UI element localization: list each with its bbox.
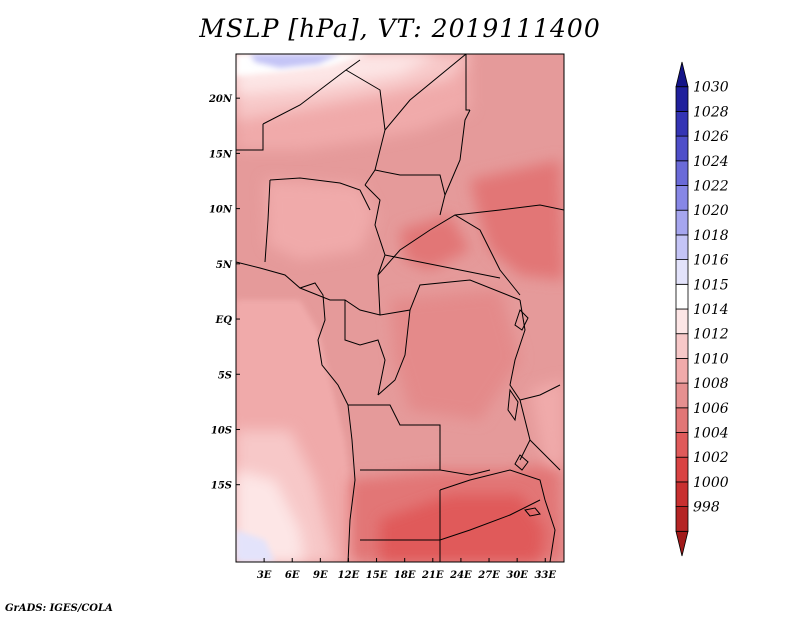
colorbar-label: 1012 bbox=[693, 327, 729, 343]
colorbar-label: 1004 bbox=[693, 426, 729, 442]
lon-tick-label: 12E bbox=[338, 570, 360, 581]
colorbar-swatch bbox=[675, 283, 689, 310]
lon-tick-label: 30E bbox=[506, 570, 528, 581]
colorbar-label: 1018 bbox=[693, 228, 729, 244]
pressure-field bbox=[236, 54, 564, 562]
lon-tick-label: 27E bbox=[477, 570, 500, 581]
colorbar-swatch bbox=[675, 407, 689, 433]
colorbar-label: 1016 bbox=[693, 253, 729, 269]
map-frame bbox=[235, 53, 565, 563]
colorbar-label: 1024 bbox=[693, 154, 729, 170]
colorbar-label: 1008 bbox=[693, 376, 729, 392]
colorbar-label: 1002 bbox=[693, 450, 729, 466]
country-borders bbox=[236, 54, 564, 562]
field-1006-car bbox=[400, 215, 470, 270]
chart-title: MSLP [hPa], VT: 2019111400 bbox=[199, 14, 601, 43]
colorbar-label: 1015 bbox=[693, 277, 729, 293]
footer-credit: GrADS: IGES/COLA bbox=[5, 603, 113, 614]
lon-tick-label: 21E bbox=[421, 570, 444, 581]
lon-tick-label: 15E bbox=[366, 570, 388, 581]
colorbar-swatch bbox=[675, 506, 689, 532]
field-1016-sw bbox=[236, 530, 275, 562]
colorbar-label: 1010 bbox=[693, 351, 729, 367]
colorbar-swatch bbox=[675, 135, 689, 162]
lon-tick-label: 9E bbox=[313, 570, 328, 581]
colorbar-label: 1020 bbox=[693, 203, 729, 219]
colorbar-swatch bbox=[675, 308, 689, 335]
colorbar-label: 1028 bbox=[693, 104, 729, 120]
lat-tick-label: EQ bbox=[215, 315, 233, 326]
lat-tick-label: 15S bbox=[211, 481, 232, 492]
colorbar-swatch bbox=[675, 209, 689, 236]
colorbar-label: 1026 bbox=[693, 129, 729, 145]
colorbar-swatch bbox=[675, 432, 689, 458]
colorbar-swatch bbox=[675, 160, 689, 186]
lat-tick-label: 20N bbox=[208, 94, 233, 105]
lon-axis: 3E 6E 9E 12E 15E 18E 21E 24E 27E 30E 33E bbox=[257, 558, 556, 581]
lat-axis: 20N 15N 10N 5N EQ 5S 10S 15S bbox=[208, 94, 240, 492]
field-1008-congo bbox=[390, 290, 520, 420]
colorbar-arrow-low bbox=[675, 530, 689, 557]
colorbar-label: 1000 bbox=[693, 475, 729, 491]
colorbar-arrow-high bbox=[675, 61, 689, 88]
lon-tick-label: 3E bbox=[257, 570, 272, 581]
lat-tick-label: 5S bbox=[218, 370, 232, 381]
field-1006-sudan bbox=[470, 160, 564, 280]
field-1010-east bbox=[530, 380, 564, 470]
colorbar-swatch bbox=[675, 481, 689, 507]
colorbar-label: 1022 bbox=[693, 179, 729, 195]
colorbar-swatch bbox=[675, 111, 689, 137]
field-1010-nigeria bbox=[265, 180, 375, 260]
lon-tick-label: 18E bbox=[394, 570, 416, 581]
colorbar-label: 1014 bbox=[693, 302, 729, 318]
lon-tick-label: 6E bbox=[285, 570, 300, 581]
lat-tick-label: 10S bbox=[211, 425, 232, 436]
colorbar-swatch bbox=[675, 357, 689, 384]
lat-tick-label: 15N bbox=[209, 149, 233, 160]
lat-tick-label: 10N bbox=[209, 205, 233, 216]
colorbar-swatch bbox=[675, 185, 689, 211]
colorbar-label: 998 bbox=[693, 500, 720, 516]
colorbar-label: 1030 bbox=[693, 80, 729, 96]
colorbar-swatch bbox=[675, 259, 689, 285]
colorbar-swatch bbox=[675, 456, 689, 483]
field-1004-south bbox=[380, 495, 545, 562]
lon-tick-label: 24E bbox=[449, 570, 472, 581]
field-1018-north bbox=[250, 54, 340, 68]
colorbar-swatch bbox=[675, 86, 689, 112]
colorbar-swatch bbox=[675, 382, 689, 409]
colorbar-swatch bbox=[675, 333, 689, 359]
lon-tick-label: 33E bbox=[534, 570, 556, 581]
colorbar-label: 1006 bbox=[693, 401, 729, 417]
lat-tick-label: 5N bbox=[216, 260, 233, 271]
colorbar-swatch bbox=[675, 234, 689, 260]
